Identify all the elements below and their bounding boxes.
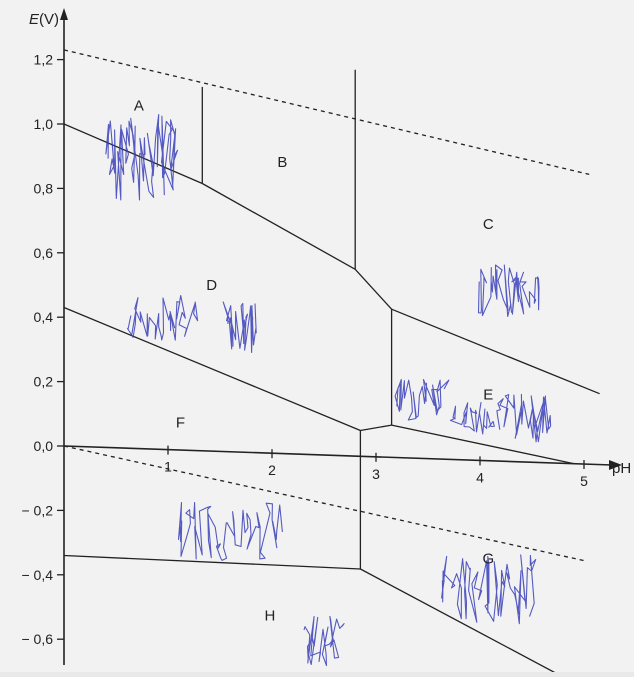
scribble-e-left [394,378,450,421]
a-d-line [63,123,203,185]
y-tick-label-9: − 0,6 [21,631,53,647]
x-axis-line [63,445,613,466]
c-e-line [391,308,600,395]
y-axis-title: E(V) [29,11,59,28]
h2-water-line [63,445,585,562]
g-h-line [360,568,565,677]
d-f-line [63,306,361,432]
f-h-line [63,554,361,570]
e-lower-line [391,424,574,465]
scribble-e-mid [449,401,495,435]
region-label-c: C [483,216,494,233]
region-label-d: D [206,277,217,294]
scribble-c [477,264,540,318]
x-tick-label-4: 5 [580,473,588,489]
c-d-line [354,268,393,310]
o2-water-line [63,49,590,176]
scribble-h [303,615,345,667]
region-label-g: G [482,551,494,568]
y-tick-label-1: 1,0 [34,116,54,132]
region-label-b: B [277,154,287,171]
scribble-g [441,554,537,625]
y-tick-label-7: − 0,2 [21,502,53,518]
y-tick-label-0: 1,2 [34,52,54,68]
boundary-lines [63,49,600,677]
scribble-d-right [222,301,257,354]
x-axis-title: pH [612,460,631,477]
region-labels: A B C D E F G H [134,97,494,624]
scribble-a [105,114,179,201]
x-tick-label-3: 4 [476,469,484,485]
y-axis-ticks: 1,2 1,0 0,8 0,6 0,4 0,2 0,0 − 0,2 − 0,4 − 0,6 [21,52,64,647]
x-axis-ticks: 1 2 3 4 5 [164,445,588,489]
region-label-e: E [483,387,493,404]
scribble-d-left [126,294,199,341]
f-e-step [360,424,392,432]
y-axis-title-unit: (V) [39,11,59,28]
x-tick-label-1: 2 [268,462,276,478]
y-tick-label-5: 0,2 [34,374,54,390]
y-axis-title-symbol: E [29,11,40,28]
y-tick-label-8: − 0,4 [21,567,53,583]
y-axis-arrowhead [60,8,68,20]
region-label-a: A [134,97,144,114]
y-tick-label-6: 0,0 [34,438,54,454]
x-tick-label-0: 1 [164,459,172,475]
y-tick-label-3: 0,6 [34,245,54,261]
region-label-h: H [264,608,275,625]
b-d-line [201,182,356,270]
region-label-f: F [176,414,185,431]
scribble-e-right [496,393,552,443]
y-tick-label-4: 0,4 [34,309,54,325]
axes [60,8,622,665]
x-axis-arrowhead [609,460,622,470]
x-tick-label-2: 3 [372,466,380,482]
pen-marks [105,114,552,667]
y-tick-label-2: 0,8 [34,180,54,196]
scribble-f-g [177,501,283,561]
